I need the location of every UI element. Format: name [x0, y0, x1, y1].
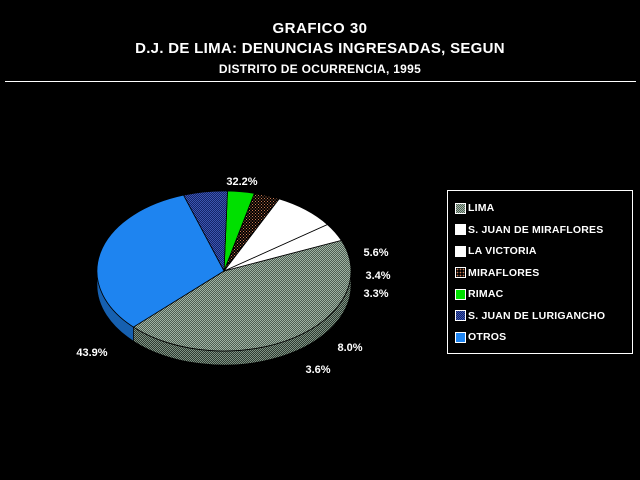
legend-item-lima: LIMA: [455, 201, 494, 215]
legend-item-rimac: RIMAC: [455, 287, 503, 301]
legend-swatch: [455, 267, 466, 278]
legend-label: RIMAC: [468, 288, 504, 300]
legend-item-s-juan-de-miraflores: S. JUAN DE MIRAFLORES: [455, 223, 603, 237]
legend-label: S. JUAN DE MIRAFLORES: [468, 223, 604, 236]
chart-title: GRAFICO 30: [272, 20, 368, 37]
pie-label-lima: 43.9%: [76, 347, 107, 359]
title-divider: [5, 81, 636, 82]
legend: LIMA S. JUAN DE MIRAFLORES LA VICTORIA MIRA…: [447, 190, 633, 354]
legend-item-miraflores: MIRAFLORES: [455, 266, 539, 280]
legend-swatch: [455, 331, 466, 343]
legend-swatch: [455, 288, 466, 300]
legend-item-s-juan-de-lurigancho: S. JUAN DE LURIGANCHO: [455, 309, 605, 323]
pie-label-la-victoria: 8.0%: [337, 342, 362, 354]
legend-item-la-victoria: LA VICTORIA: [455, 244, 537, 258]
chart-subtitle-2: DISTRITO DE OCURRENCIA, 1995: [218, 62, 422, 76]
legend-swatch: [455, 245, 466, 257]
chart-subtitle: D.J. DE LIMA: DENUNCIAS INGRESADAS, SEGU…: [135, 40, 505, 57]
legend-swatch: [455, 224, 466, 235]
pie-top: [96, 190, 352, 352]
legend-swatch: [455, 310, 466, 321]
legend-label: OTROS: [468, 331, 507, 343]
legend-label: LIMA: [468, 202, 495, 214]
legend-item-otros: OTROS: [455, 330, 506, 344]
legend-label: S. JUAN DE LURIGANCHO: [468, 309, 606, 322]
legend-label: MIRAFLORES: [468, 266, 540, 279]
pie-label-rimac: 3.4%: [365, 270, 390, 282]
legend-swatch: [455, 202, 466, 214]
pie-label-otros: 32.2%: [226, 176, 257, 188]
pie-label-s-juan-de-lurigancho: 5.6%: [363, 247, 388, 259]
pie-slice-otros: [96, 194, 225, 328]
legend-label: LA VICTORIA: [468, 245, 537, 257]
pie-label-s-juan-de-miraflores: 3.6%: [305, 364, 330, 376]
pie-label-miraflores: 3.3%: [363, 288, 388, 300]
pie-slice-lima: [132, 239, 352, 352]
pie-labels: 43.9% 3.6% 8.0% 3.3% 3.4% 5.6% 32.2%: [76, 176, 390, 376]
